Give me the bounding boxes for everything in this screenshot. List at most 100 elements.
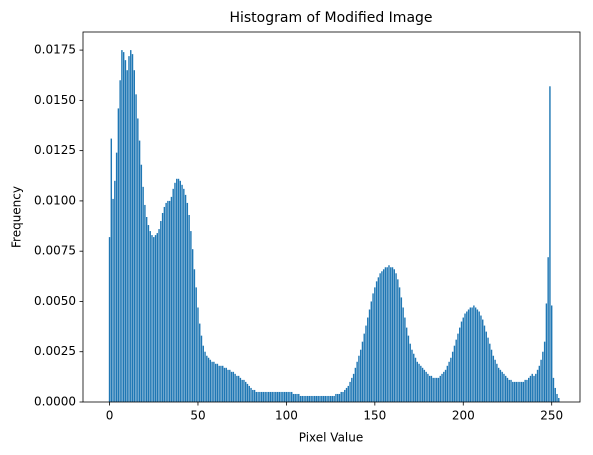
bar xyxy=(246,383,249,402)
bar xyxy=(172,188,174,402)
bar xyxy=(163,206,166,402)
bar xyxy=(188,214,190,402)
bar xyxy=(326,395,328,402)
bar xyxy=(186,202,189,402)
bar xyxy=(248,385,250,402)
bar xyxy=(390,267,392,402)
bar xyxy=(229,369,231,402)
y-tick-label: 0.0000 xyxy=(34,395,76,409)
bar xyxy=(466,311,468,402)
bar xyxy=(556,393,558,402)
bar xyxy=(386,267,388,402)
y-tick-label: 0.0100 xyxy=(34,193,76,207)
bar xyxy=(151,235,153,402)
bar xyxy=(487,337,489,402)
bar xyxy=(483,325,486,402)
bar xyxy=(264,391,266,402)
bar xyxy=(333,395,335,402)
y-tick-label: 0.0150 xyxy=(34,93,76,107)
x-tick-label: 100 xyxy=(275,409,298,423)
bar xyxy=(549,86,551,402)
bar xyxy=(243,379,245,402)
axes-frame xyxy=(82,31,581,403)
bar xyxy=(338,393,341,402)
chart-title: Histogram of Modified Image xyxy=(229,10,432,26)
bar xyxy=(285,391,288,402)
bar xyxy=(543,341,546,402)
bar xyxy=(156,233,158,402)
bar xyxy=(375,281,378,402)
bar xyxy=(193,269,196,402)
bar xyxy=(230,371,233,402)
bar xyxy=(331,395,334,402)
bar xyxy=(457,333,459,402)
bar xyxy=(352,373,355,402)
bar xyxy=(490,349,493,402)
bar xyxy=(388,265,390,402)
bar xyxy=(108,237,111,402)
bar xyxy=(137,118,139,402)
bar xyxy=(409,343,411,402)
bar xyxy=(439,375,441,402)
bar xyxy=(227,369,229,402)
bar xyxy=(234,373,236,402)
bar xyxy=(301,395,304,402)
bar xyxy=(547,257,549,402)
bar xyxy=(533,375,535,402)
bar xyxy=(528,377,530,402)
bar xyxy=(112,198,114,402)
bar xyxy=(430,375,433,402)
bar xyxy=(552,377,555,402)
bar xyxy=(515,381,518,402)
bar xyxy=(513,381,516,402)
bar xyxy=(195,287,197,402)
bar xyxy=(236,375,238,402)
bar xyxy=(165,202,167,402)
bar xyxy=(184,194,187,402)
bar xyxy=(122,52,125,402)
bar xyxy=(520,381,523,402)
bar xyxy=(299,395,302,402)
bar xyxy=(489,343,491,402)
bar xyxy=(305,395,307,402)
bar xyxy=(294,393,296,402)
bar xyxy=(319,395,321,402)
bar xyxy=(329,395,332,402)
bar xyxy=(154,235,157,402)
bar xyxy=(370,301,373,402)
bar xyxy=(451,351,454,402)
bar xyxy=(432,377,434,402)
bar xyxy=(218,365,220,402)
bar xyxy=(365,325,367,402)
bar xyxy=(453,345,456,402)
x-tick-label: 150 xyxy=(363,409,386,423)
x-axis-label: Pixel Value xyxy=(299,431,364,445)
bar xyxy=(462,317,464,402)
bar xyxy=(168,200,171,402)
bar xyxy=(315,395,318,402)
bar xyxy=(278,391,281,402)
bar xyxy=(363,333,365,402)
bar xyxy=(448,361,450,402)
bar xyxy=(237,375,240,402)
bar xyxy=(313,395,316,402)
bar xyxy=(161,212,164,402)
bar xyxy=(257,391,259,402)
y-tick-label: 0.0050 xyxy=(34,294,76,308)
bar xyxy=(199,323,201,402)
y-tick-label: 0.0125 xyxy=(34,143,76,157)
bar xyxy=(359,349,362,402)
bar xyxy=(167,200,169,402)
bar xyxy=(496,363,498,402)
bar xyxy=(296,393,298,402)
bar xyxy=(354,367,357,402)
bar xyxy=(459,327,461,402)
y-axis-label: Frequency xyxy=(10,186,24,248)
x-tick-label: 50 xyxy=(190,409,205,423)
bar xyxy=(529,375,532,402)
bar xyxy=(474,307,477,402)
bar xyxy=(280,391,282,402)
bar xyxy=(469,307,472,402)
y-tick-label: 0.0175 xyxy=(34,43,76,57)
